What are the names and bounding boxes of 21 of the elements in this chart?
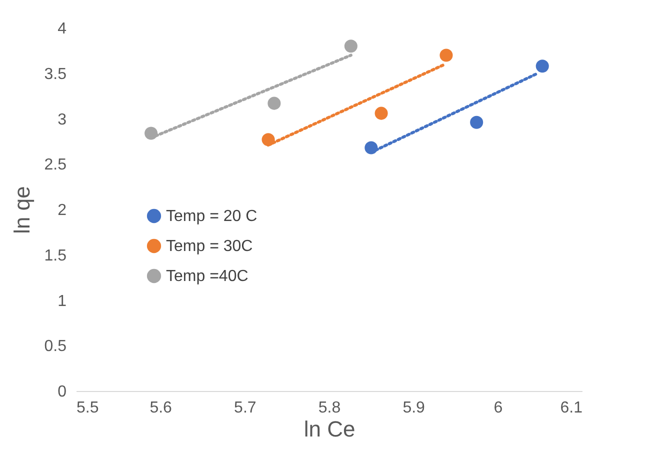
y-tick-label: 1 [58,292,67,310]
x-axis-title: ln Ce [304,416,356,442]
y-tick-label: 1.5 [44,247,67,264]
x-tick-label: 5.6 [150,400,172,416]
x-tick-label: 6.1 [560,400,583,416]
legend-label: Temp =40C [166,268,248,285]
x-tick-label: 5.8 [318,400,341,416]
x-tick-label: 6 [494,400,503,416]
y-tick-label: 0 [58,384,67,400]
y-tick-label: 2 [58,202,67,219]
y-tick-label: 2.5 [44,156,67,174]
y-tick-label: 4 [58,20,67,38]
x-tick-label: 5.5 [76,400,99,416]
x-tick-label: 5.9 [402,400,426,416]
y-tick-label: 0.5 [44,338,67,356]
y-tick-label: 3 [58,111,67,128]
y-axis-title: ln qe [9,186,34,234]
x-tick-label: 5.7 [234,400,256,416]
y-tick-label: 3.5 [44,66,67,83]
legend-label: Temp = 20 C [166,208,258,225]
legend-label: Temp = 30C [166,238,253,255]
